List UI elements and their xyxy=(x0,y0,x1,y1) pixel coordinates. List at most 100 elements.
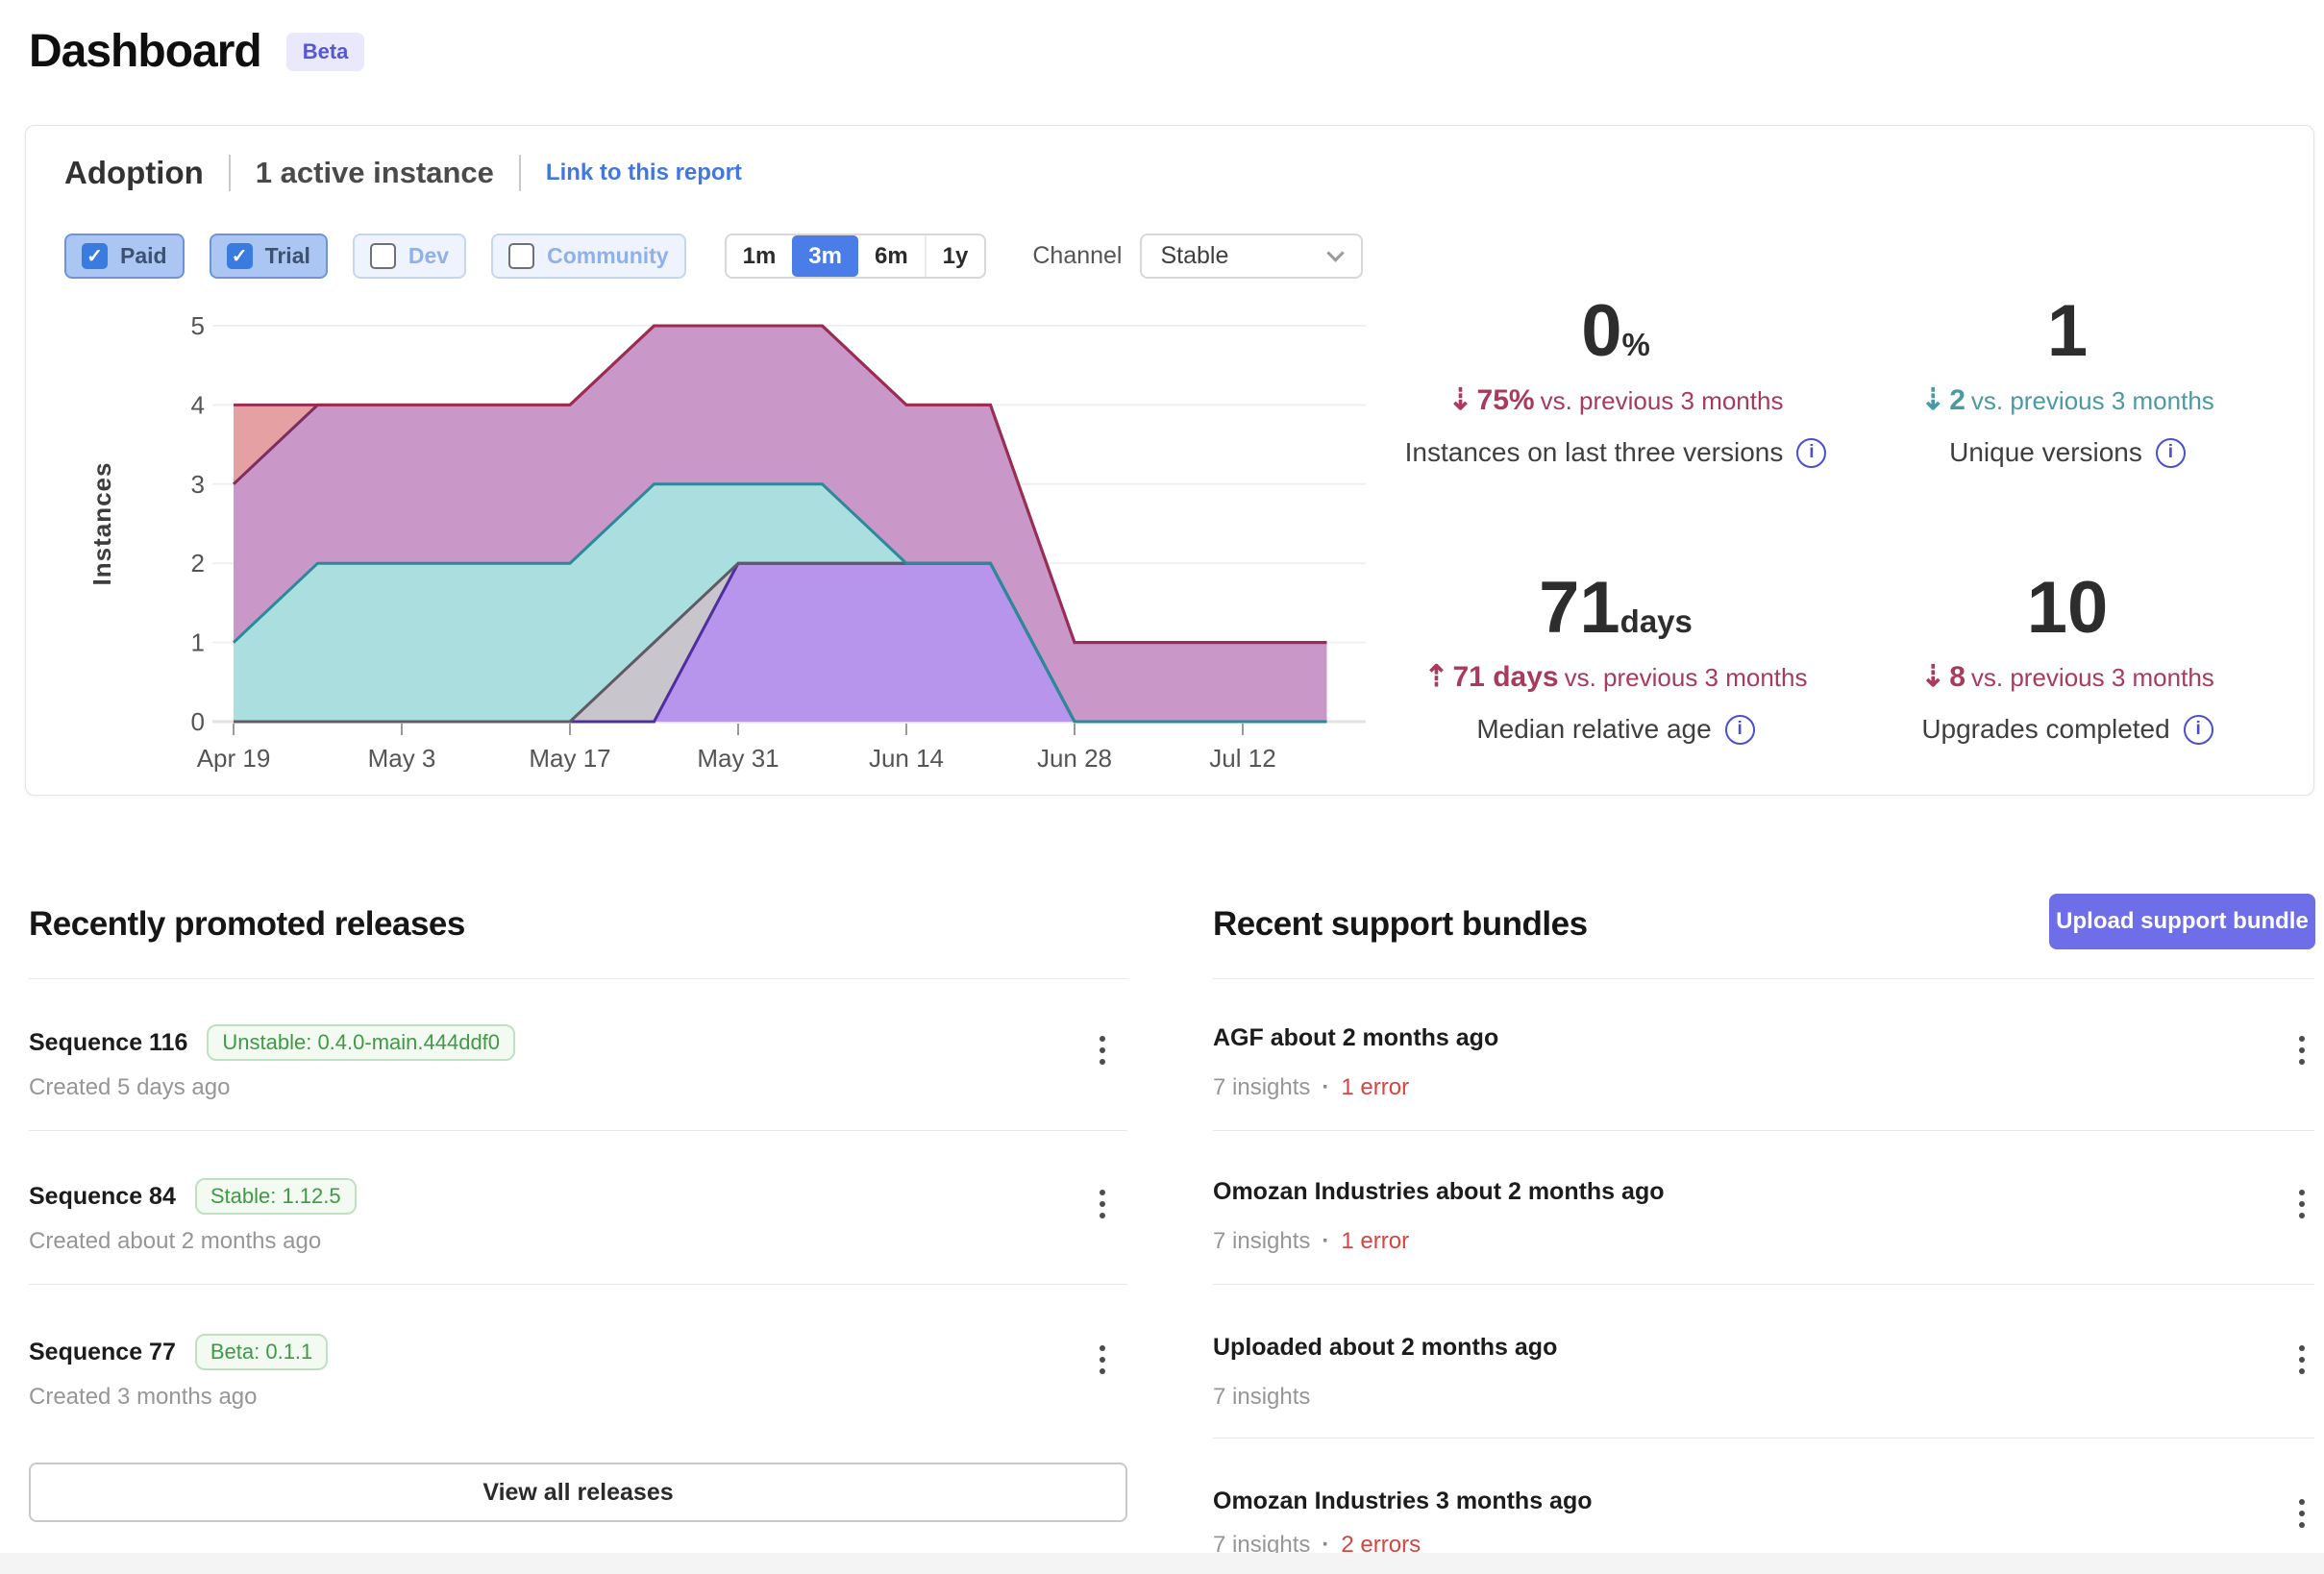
release-created: Created 5 days ago xyxy=(29,1074,231,1100)
filter-toggle-paid[interactable]: ✓ Paid xyxy=(64,234,185,279)
filter-label: Community xyxy=(547,243,669,268)
support-bundle-name: AGF about 2 months ago xyxy=(1213,1024,1499,1051)
stat-label: Median relative age i xyxy=(1390,714,1842,745)
kebab-menu-icon[interactable] xyxy=(1094,1184,1111,1224)
stat-value: 71days xyxy=(1539,567,1693,650)
release-channel-badge: Stable: 1.12.5 xyxy=(194,1178,357,1215)
release-row[interactable]: Sequence 116 Unstable: 0.4.0-main.444ddf… xyxy=(29,1024,516,1061)
divider xyxy=(518,155,521,191)
page-header: Dashboard Beta xyxy=(29,25,365,78)
divider xyxy=(29,1284,1127,1285)
time-range-3m[interactable]: 3m xyxy=(792,235,858,277)
info-icon[interactable]: i xyxy=(1724,714,1755,745)
channel-label: Channel xyxy=(1032,242,1123,269)
checkbox-checked-icon[interactable]: ✓ xyxy=(82,243,108,269)
adoption-card-header: Adoption 1 active instance Link to this … xyxy=(64,155,742,191)
stat-value: 10 xyxy=(2026,567,2109,650)
svg-text:May 17: May 17 xyxy=(529,744,610,772)
info-icon[interactable]: i xyxy=(2155,437,2186,468)
info-icon[interactable]: i xyxy=(1796,437,1827,468)
arrow-down-dashed-icon: ⇣ xyxy=(1920,382,1946,416)
filter-label: Dev xyxy=(408,243,450,268)
divider xyxy=(29,1130,1127,1131)
kebab-menu-icon[interactable] xyxy=(2293,1030,2311,1070)
svg-text:0: 0 xyxy=(191,707,205,736)
dot-separator: · xyxy=(1322,1532,1330,1558)
kebab-menu-icon[interactable] xyxy=(2293,1340,2311,1380)
checkbox-unchecked-icon[interactable] xyxy=(369,243,396,269)
svg-text:4: 4 xyxy=(191,390,205,419)
support-bundle-row[interactable]: Uploaded about 2 months ago xyxy=(1213,1334,1557,1362)
release-row[interactable]: Sequence 84 Stable: 1.12.5 xyxy=(29,1178,357,1215)
time-range-6m[interactable]: 6m xyxy=(874,242,908,269)
svg-text:2: 2 xyxy=(191,549,205,578)
stat-upgrades-completed: 10 ⇣ 8 vs. previous 3 months Upgrades comp… xyxy=(1842,572,2293,745)
support-bundles-section-title: Recent support bundles xyxy=(1213,905,1588,943)
active-instance-count: 1 active instance xyxy=(255,156,494,189)
checkbox-unchecked-icon[interactable] xyxy=(508,243,535,269)
svg-text:5: 5 xyxy=(191,311,205,340)
release-name: Sequence 77 xyxy=(29,1338,176,1365)
stat-value: 1 xyxy=(2046,290,2089,372)
divider xyxy=(1213,1284,2314,1285)
kebab-menu-icon[interactable] xyxy=(1094,1030,1111,1070)
link-to-report[interactable]: Link to this report xyxy=(545,160,742,185)
adoption-card: Adoption 1 active instance Link to this … xyxy=(25,125,2314,796)
arrow-up-dashed-icon: ⇡ xyxy=(1423,659,1449,694)
svg-text:Jun 28: Jun 28 xyxy=(1037,744,1112,772)
error-count: 1 error xyxy=(1341,1228,1410,1254)
chevron-down-icon xyxy=(1325,243,1345,262)
release-created: Created 3 months ago xyxy=(29,1384,258,1410)
filter-toggle-community[interactable]: Community xyxy=(491,234,686,279)
support-bundle-name: Omozan Industries about 2 months ago xyxy=(1213,1178,1665,1205)
divider xyxy=(1213,1130,2314,1131)
kebab-menu-icon[interactable] xyxy=(2293,1184,2311,1224)
support-bundle-meta: 7 insights xyxy=(1213,1384,1310,1411)
divider xyxy=(29,978,1127,979)
view-all-releases-button[interactable]: View all releases xyxy=(29,1463,1127,1522)
dot-separator: · xyxy=(1322,1228,1330,1254)
insights-count: 7 insights xyxy=(1213,1384,1311,1410)
release-channel-badge: Unstable: 0.4.0-main.444ddf0 xyxy=(207,1024,516,1061)
arrow-down-dashed-icon: ⇣ xyxy=(1447,382,1473,416)
error-count: 1 error xyxy=(1341,1074,1410,1100)
release-created: Created about 2 months ago xyxy=(29,1228,322,1254)
svg-text:Jul 12: Jul 12 xyxy=(1209,744,1275,772)
channel-select[interactable]: Stable xyxy=(1139,234,1363,279)
filter-label: Paid xyxy=(120,243,167,268)
divider xyxy=(1213,1438,2314,1439)
dot-separator: · xyxy=(1322,1074,1330,1100)
release-name: Sequence 84 xyxy=(29,1182,176,1210)
stat-median-relative-age: 71days ⇡ 71 days vs. previous 3 months Med… xyxy=(1390,572,1842,745)
info-icon[interactable]: i xyxy=(2183,714,2213,745)
stat-delta: ⇣ 2 vs. previous 3 months xyxy=(1920,382,2214,416)
time-range-1m[interactable]: 1m xyxy=(742,242,777,269)
adoption-stats: 0% ⇣ 75% vs. previous 3 months Instances o… xyxy=(1390,295,2293,745)
upload-support-bundle-button[interactable]: Upload support bundle xyxy=(2049,894,2315,949)
stat-label: Instances on last three versions i xyxy=(1390,437,1842,468)
release-row[interactable]: Sequence 77 Beta: 0.1.1 xyxy=(29,1334,329,1370)
support-bundle-row[interactable]: Omozan Industries about 2 months ago xyxy=(1213,1178,1664,1206)
time-range-1y[interactable]: 1y xyxy=(924,235,985,277)
release-name: Sequence 116 xyxy=(29,1028,188,1056)
channel-selected-value: Stable xyxy=(1160,242,1229,269)
stat-label: Upgrades completed i xyxy=(1842,714,2293,745)
arrow-down-dashed-icon: ⇣ xyxy=(1920,659,1946,694)
support-bundle-name: Uploaded about 2 months ago xyxy=(1213,1334,1558,1361)
support-bundle-row[interactable]: AGF about 2 months ago xyxy=(1213,1024,1498,1052)
adoption-area-chart: Apr 19 May 3 May 17 May 31 Jun 14 Jun 28 Jul 1… xyxy=(87,311,1366,772)
support-bundle-name: Omozan Industries 3 months ago xyxy=(1213,1488,1593,1514)
divider xyxy=(228,155,231,191)
kebab-menu-icon[interactable] xyxy=(2293,1493,2311,1534)
support-bundle-meta: 7 insights · 1 error xyxy=(1213,1074,1409,1101)
stat-value: 0% xyxy=(1581,290,1650,372)
svg-text:May 31: May 31 xyxy=(697,744,779,772)
kebab-menu-icon[interactable] xyxy=(1094,1340,1111,1380)
checkbox-checked-icon[interactable]: ✓ xyxy=(226,243,253,269)
filter-toggle-dev[interactable]: Dev xyxy=(352,234,467,279)
svg-text:3: 3 xyxy=(191,470,205,499)
filter-toggle-trial[interactable]: ✓ Trial xyxy=(209,234,328,279)
filter-row: ✓ Paid ✓ Trial Dev Community 1m 3m 6m 1y… xyxy=(64,234,1363,279)
support-bundle-row[interactable]: Omozan Industries 3 months ago xyxy=(1213,1488,1593,1515)
svg-text:Apr 19: Apr 19 xyxy=(197,744,271,772)
